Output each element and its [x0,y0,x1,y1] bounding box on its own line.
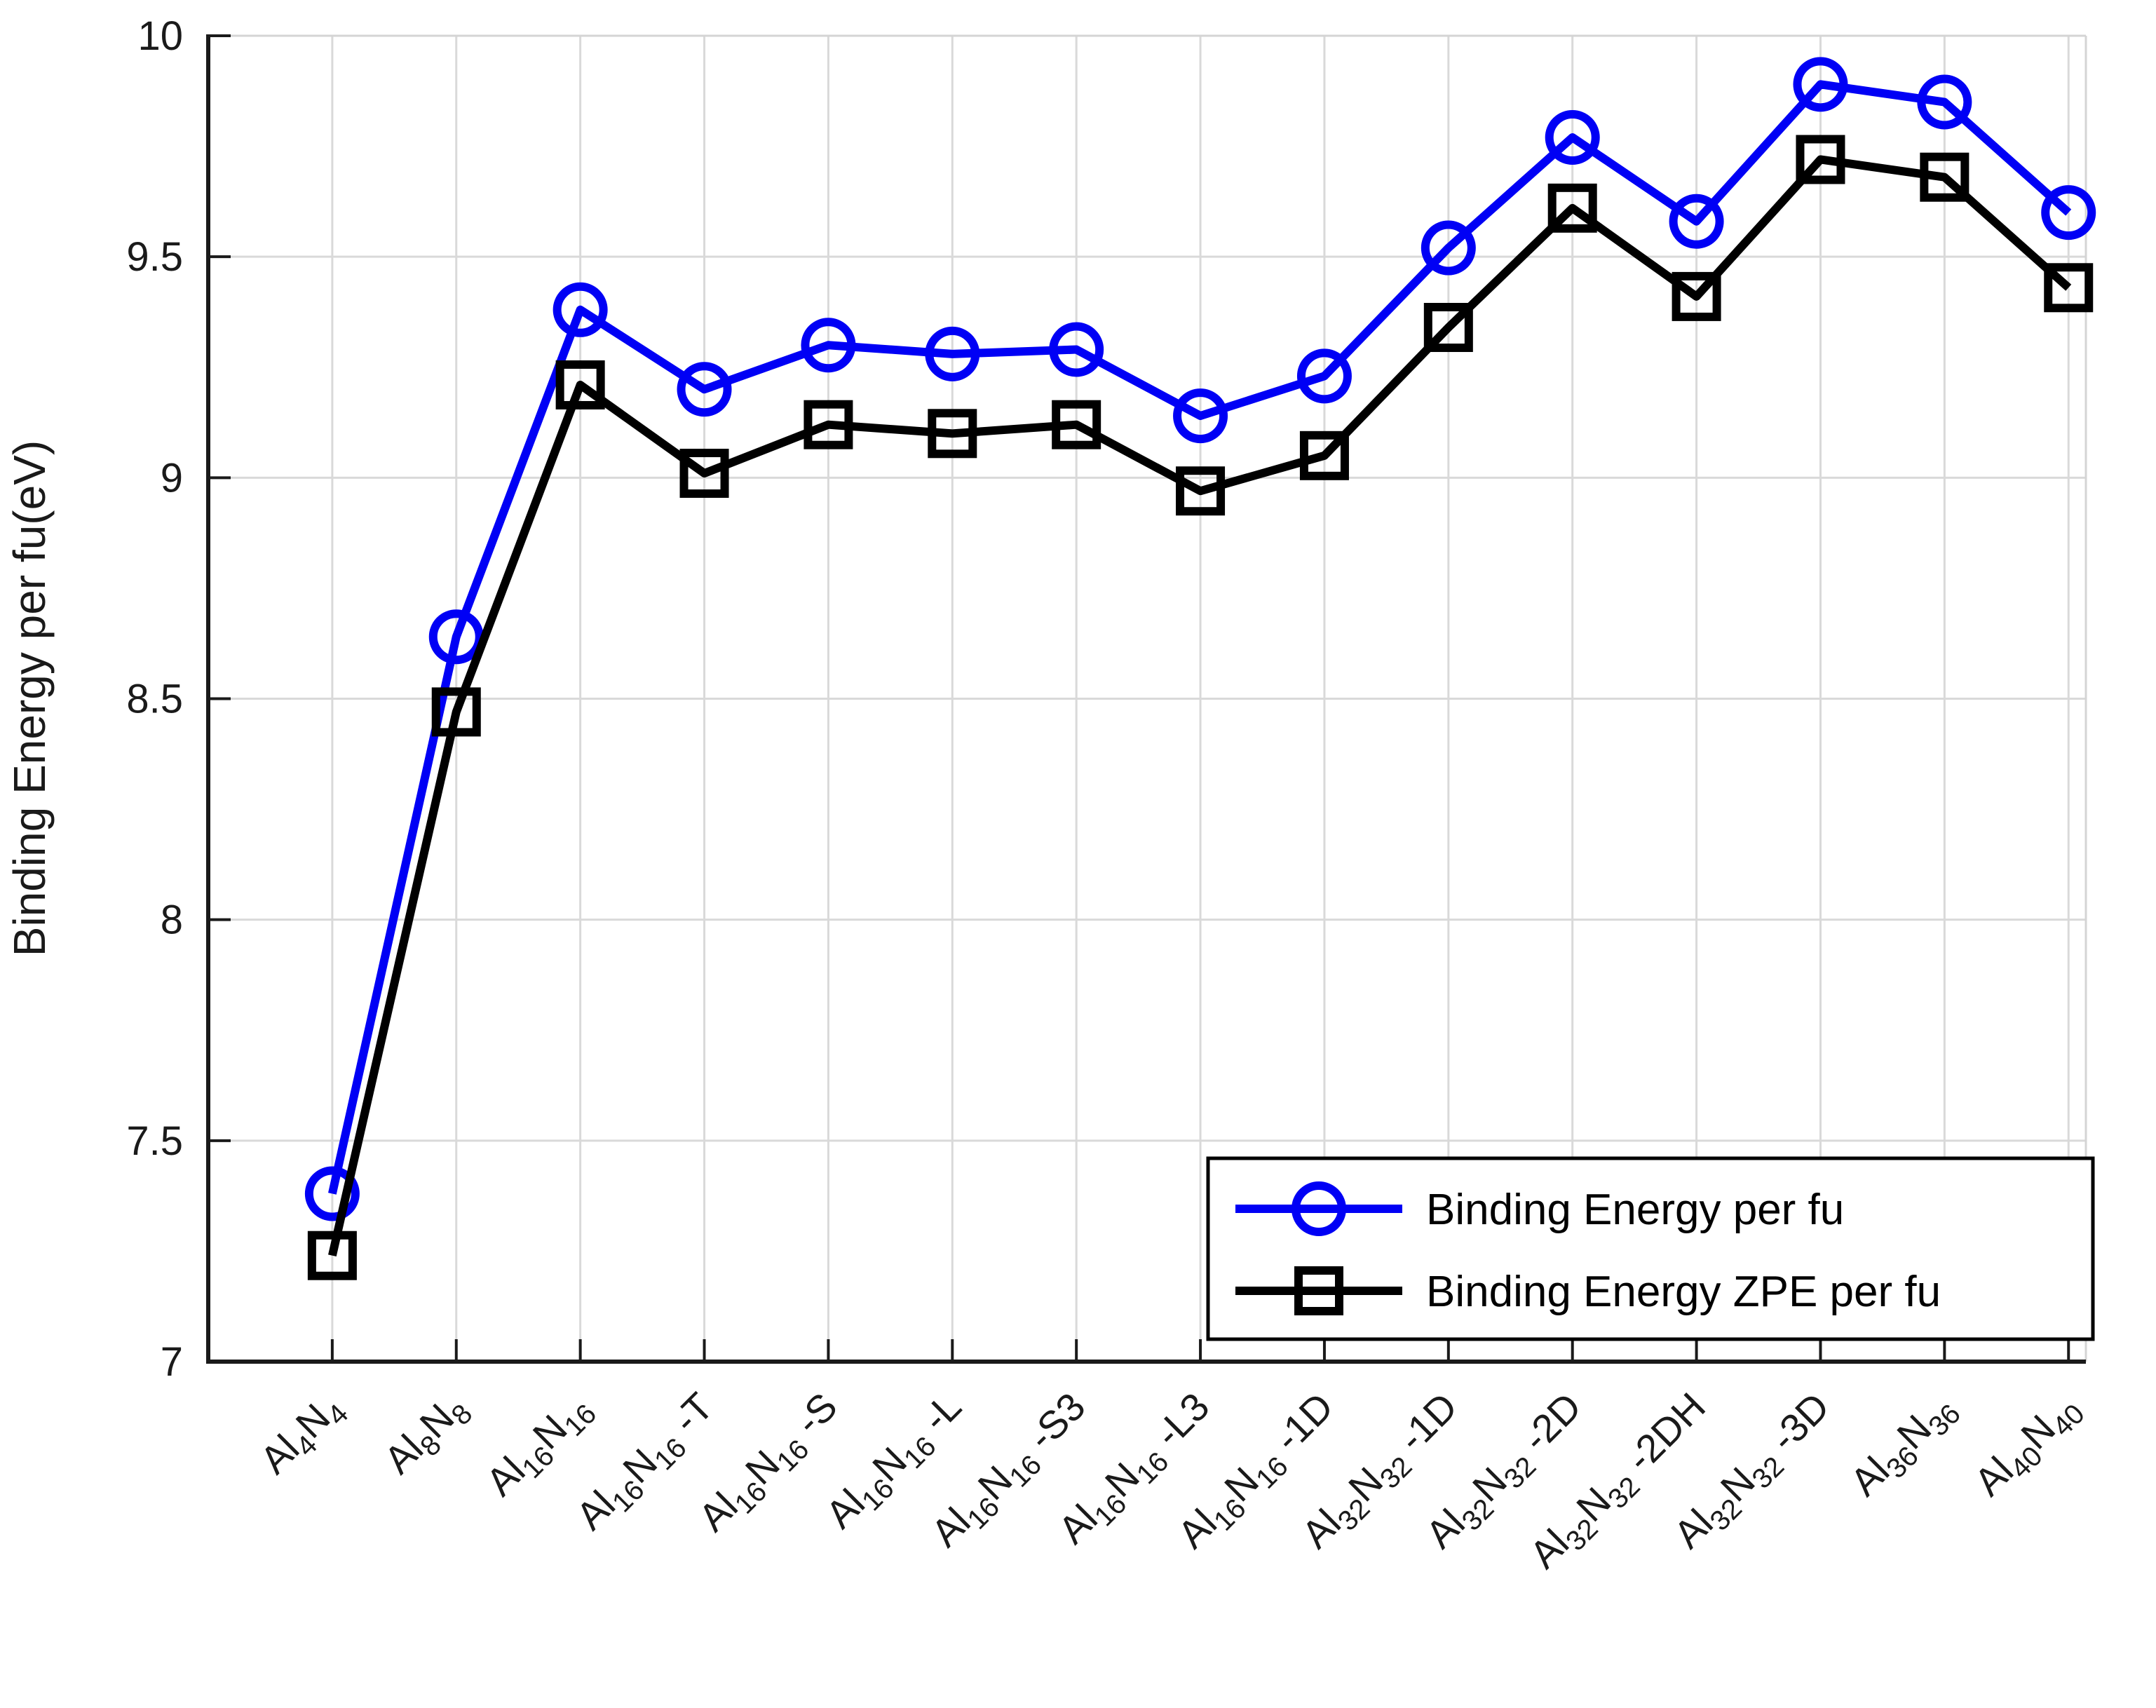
data-point-marker-circle [428,609,484,665]
y-axis-title: Binding Energy per fu(eV) [4,440,55,956]
data-point-marker-square [1672,271,1721,321]
data-point-marker-square [1796,135,1845,184]
data-point-marker-square [928,409,977,459]
legend: Binding Energy per fu Binding Energy ZPE … [1206,1156,2095,1341]
legend-label: Binding Energy per fu [1426,1186,1844,1234]
series-line-binding-energy [328,80,2072,1195]
data-point-marker-square [1176,466,1226,516]
y-tick-label: 9.5 [126,234,183,280]
y-tick-label: 7.5 [126,1118,183,1164]
y-tick-label: 8.5 [126,677,183,722]
legend-marker-square-icon [1294,1266,1343,1315]
y-tick-label: 9 [161,455,183,501]
data-point-marker-circle [1917,74,1972,130]
data-point-marker-circle [925,326,980,381]
data-point-marker-circle [1421,220,1476,276]
data-point-marker-circle [677,362,732,417]
data-point-marker-square [804,400,853,449]
data-point-marker-square [2044,263,2094,313]
data-point-marker-circle [801,318,856,373]
data-point-marker-square [679,449,729,499]
data-point-marker-square [1920,152,1969,202]
y-tick-label: 8 [161,897,183,943]
data-point-marker-square [1052,400,1101,449]
data-point-marker-circle [1296,348,1352,404]
legend-marker-circle-icon [1291,1181,1346,1236]
data-point-marker-square [555,360,605,409]
data-point-marker-square [307,1231,357,1280]
legend-label: Binding Energy ZPE per fu [1426,1268,1941,1316]
data-point-marker-circle [2041,185,2096,240]
y-tick-label: 7 [161,1339,183,1385]
data-point-marker-circle [1173,388,1228,444]
y-tick-label: 10 [137,13,183,59]
data-point-marker-circle [552,282,608,337]
data-point-marker-circle [1545,109,1600,165]
data-point-marker-circle [1793,57,1848,112]
legend-box [1206,1156,2095,1341]
data-point-marker-circle [1049,322,1104,377]
data-point-marker-square [1299,431,1349,480]
data-point-marker-square [1423,303,1473,353]
data-point-marker-square [1547,183,1597,233]
series-line-binding-energy-zpe [328,155,2072,1257]
data-point-marker-circle [304,1166,360,1221]
data-point-marker-circle [1669,194,1724,249]
data-point-marker-square [431,687,481,737]
